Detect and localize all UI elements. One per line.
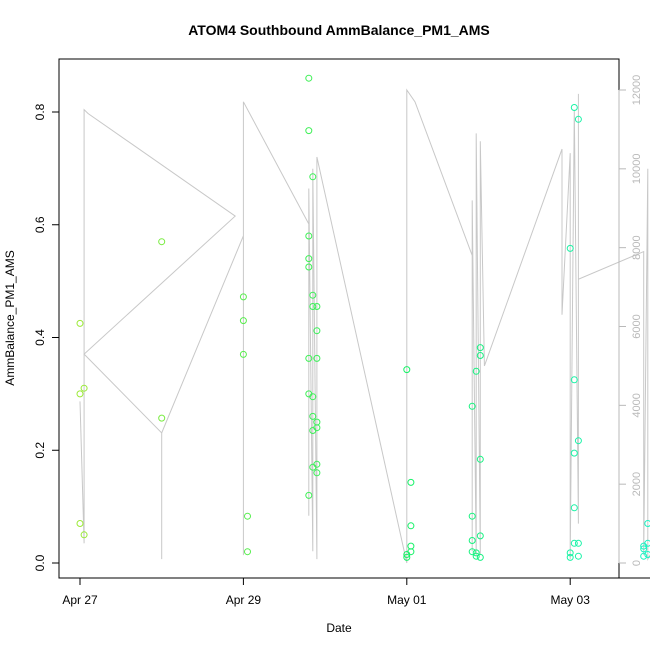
data-point xyxy=(305,255,313,263)
data-point xyxy=(309,412,317,420)
data-point xyxy=(570,376,578,384)
data-point xyxy=(309,291,317,299)
data-point xyxy=(305,263,313,271)
data-point xyxy=(239,317,247,325)
data-point xyxy=(476,344,484,352)
data-point xyxy=(158,238,166,246)
data-point xyxy=(239,293,247,301)
data-point xyxy=(305,354,313,362)
data-point xyxy=(640,552,648,560)
x-tick-label: Apr 27 xyxy=(62,593,98,607)
data-point xyxy=(472,552,480,560)
gray-series-line xyxy=(79,88,650,564)
data-point xyxy=(403,553,411,561)
y2-tick-label: 4000 xyxy=(631,393,643,417)
data-point xyxy=(313,327,321,335)
data-point xyxy=(407,478,415,486)
data-point xyxy=(313,303,321,310)
data-point xyxy=(76,520,84,527)
data-point xyxy=(313,354,321,362)
y-tick-label: 0.6 xyxy=(33,216,47,233)
chart-title: ATOM4 Southbound AmmBalance_PM1_AMS xyxy=(188,22,490,38)
data-point xyxy=(570,104,578,111)
x-tick-label: Apr 29 xyxy=(226,593,262,607)
y-axis: 0.0 0.2 0.4 0.6 0.8 xyxy=(33,103,60,571)
data-point xyxy=(566,553,574,561)
data-point xyxy=(305,127,313,135)
y2-tick-label: 2000 xyxy=(631,472,643,496)
data-point xyxy=(468,537,476,544)
x-tick-label: May 03 xyxy=(551,593,591,607)
data-point xyxy=(644,551,650,558)
data-point xyxy=(244,548,251,556)
data-point xyxy=(640,545,648,553)
data-point xyxy=(80,384,88,392)
y-tick-label: 0.0 xyxy=(33,554,47,571)
data-point xyxy=(476,553,484,561)
data-point xyxy=(570,449,578,457)
x-tick-label: May 01 xyxy=(387,593,427,607)
data-point xyxy=(403,366,411,374)
data-point xyxy=(309,173,317,181)
data-point xyxy=(239,350,247,358)
data-point xyxy=(644,539,650,547)
data-point xyxy=(476,455,484,463)
data-point xyxy=(407,542,415,550)
data-point xyxy=(468,548,476,556)
data-point xyxy=(309,393,317,401)
y2-tick-label: 6000 xyxy=(631,314,643,338)
plot-area-frame xyxy=(58,58,620,579)
data-point xyxy=(574,115,582,123)
y2-tick-label: 10000 xyxy=(631,154,643,185)
y-tick-label: 0.8 xyxy=(33,103,47,120)
data-point xyxy=(244,512,251,520)
y2-axis: 0 2000 4000 6000 8000 10000 12000 xyxy=(618,75,643,566)
secondary-series xyxy=(79,88,650,564)
data-point xyxy=(76,390,84,398)
y-tick-label: 0.2 xyxy=(33,442,47,459)
data-point xyxy=(309,303,317,310)
data-point xyxy=(313,460,321,468)
y-tick-label: 0.4 xyxy=(33,329,47,346)
data-point xyxy=(574,539,582,547)
data-point xyxy=(574,437,582,445)
data-point xyxy=(472,549,480,557)
data-point xyxy=(305,232,313,240)
data-point xyxy=(305,491,313,499)
y2-tick-label: 0 xyxy=(631,560,643,566)
data-point xyxy=(158,414,166,422)
data-point xyxy=(407,522,415,530)
data-point xyxy=(476,532,484,540)
y2-tick-label: 12000 xyxy=(631,75,643,106)
data-point xyxy=(570,539,578,547)
data-point xyxy=(407,548,415,556)
y-axis-label: AmmBalance_PM1_AMS xyxy=(3,250,17,385)
data-point xyxy=(566,244,574,252)
data-point xyxy=(566,549,574,557)
data-point xyxy=(574,552,582,560)
data-point xyxy=(313,469,321,477)
y2-tick-label: 8000 xyxy=(631,235,643,259)
data-point xyxy=(468,512,476,520)
data-point xyxy=(313,424,321,432)
x-axis-label: Date xyxy=(326,621,352,635)
data-point xyxy=(468,402,476,410)
data-point xyxy=(76,319,84,327)
scatter-points xyxy=(76,74,650,561)
data-point xyxy=(472,367,480,375)
data-point xyxy=(80,531,88,539)
data-point xyxy=(305,74,313,82)
data-point xyxy=(476,352,484,359)
data-point xyxy=(644,520,650,527)
data-point xyxy=(570,504,578,512)
